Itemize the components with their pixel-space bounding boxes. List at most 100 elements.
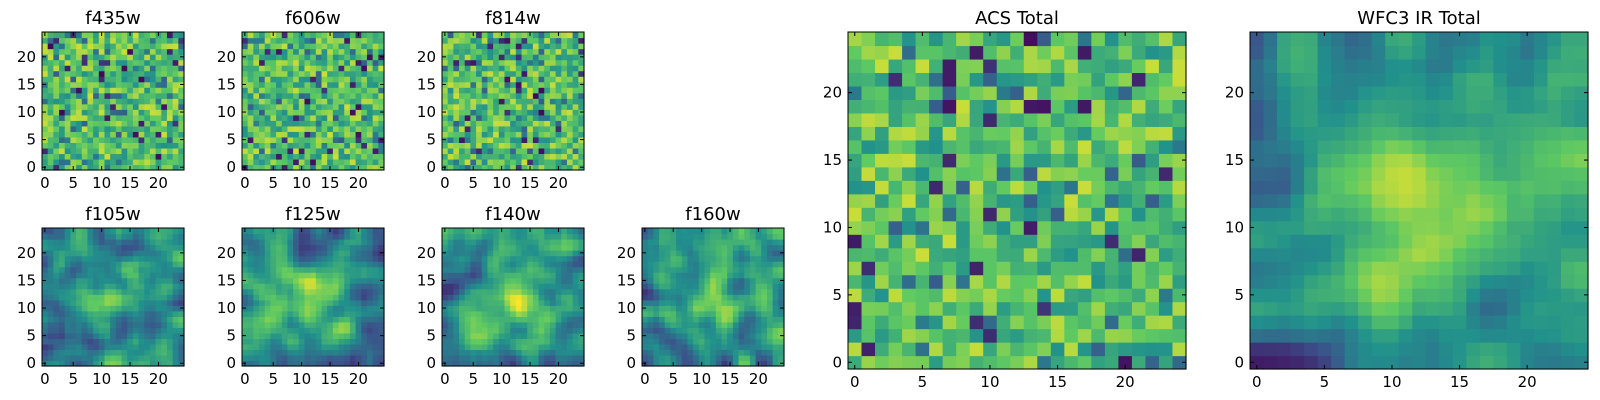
heatmap-cell [521,294,528,301]
heatmap-cell [766,294,774,301]
heatmap-cell [732,244,740,251]
heatmap-cell [470,109,477,116]
heatmap-cell [93,147,100,155]
heatmap-cell [544,349,551,356]
heatmap-cell [178,327,185,334]
heatmap-cell [647,321,654,328]
heatmap-cell [361,244,368,251]
heatmap-cell [532,332,540,339]
heatmap-cell [572,266,579,273]
heatmap-cell [772,228,779,235]
heatmap-cell [578,343,585,351]
heatmap-cell [149,343,157,351]
heatmap-cell [761,277,768,284]
heatmap-cell [772,327,779,334]
heatmap-cell [264,239,271,246]
heatmap-cell [481,327,489,334]
heatmap-cell [538,76,545,83]
heatmap-cell [442,349,449,356]
heatmap-cell [521,283,528,290]
heatmap-cell [721,349,728,356]
heatmap-cell [698,343,706,351]
heatmap-cell [532,233,540,240]
heatmap-cell [555,305,562,312]
heatmap-cell [676,266,683,273]
heatmap-cell [242,261,249,268]
heatmap-cell [453,158,460,166]
heatmap-cell [538,32,545,39]
heatmap-cell [532,76,540,83]
heatmap-cell [304,37,311,44]
heatmap-cell [1064,180,1079,195]
heatmap-cell [544,43,551,50]
y-tick-label: 15 [217,271,236,289]
heatmap-cell [110,327,117,334]
heatmap-cell [64,272,71,279]
axes-frame [241,31,385,171]
heatmap-cell [64,120,71,127]
heatmap-cell [561,277,568,284]
heatmap-cell [732,310,740,317]
heatmap-cell [642,338,649,345]
y-tick-label: 0 [626,354,636,372]
x-tick-label: 0 [240,370,250,388]
heatmap-cell [476,338,483,345]
heatmap-cell [355,343,362,351]
heatmap-cell [555,87,562,94]
heatmap-cell [532,70,540,77]
heatmap-cell [698,283,706,290]
heatmap-cell [929,274,944,289]
heatmap-cell [259,288,266,295]
heatmap-cell [349,103,357,110]
heatmap-cell [561,70,568,77]
heatmap-cell [93,37,100,44]
heatmap-cell [115,65,123,72]
heatmap-cell [538,228,545,235]
heatmap-cell [349,136,357,143]
heatmap-cell [264,299,271,306]
heatmap-cell [983,301,998,316]
heatmap-cell [327,37,334,44]
heatmap-cell [664,338,671,345]
heatmap-cell [276,266,283,273]
heatmap-cell [138,327,145,334]
heatmap-cell [721,294,728,301]
heatmap-cell [81,327,89,334]
heatmap-cell [93,87,100,94]
heatmap-cell [42,153,49,160]
heatmap-cell [532,354,540,362]
heatmap-cell [555,81,562,88]
heatmap-cell [361,142,368,149]
heatmap-cell [315,266,323,273]
heatmap-cell [172,250,179,257]
heatmap-cell [349,87,357,94]
x-tick-label: 10 [92,370,111,388]
heatmap-cell [515,233,523,240]
heatmap-cell [338,48,345,55]
heatmap-cell [561,360,568,367]
heatmap-cell [464,65,471,72]
heatmap-cell [59,343,66,351]
heatmap-cell [996,180,1011,195]
heatmap-cell [321,54,328,61]
heatmap-cell [138,288,145,295]
heatmap-cell [464,153,471,160]
heatmap-cell [355,244,362,251]
heatmap-cell [93,65,100,72]
heatmap-cell [555,261,562,268]
heatmap-cell [527,59,534,66]
heatmap-cell [848,301,863,316]
heatmap-cell [138,338,145,345]
x-tick-label: 20 [149,370,168,388]
heatmap-cell [704,294,711,301]
heatmap-cell [572,147,579,155]
heatmap-cell [693,338,700,345]
heatmap-cell [1023,301,1038,316]
heatmap-cell [110,158,117,166]
heatmap-cell [166,48,174,55]
heatmap-cell [47,288,54,295]
heatmap-cell [149,92,157,99]
heatmap-cell [253,228,260,235]
heatmap-cell [527,109,534,116]
heatmap-cell [361,114,368,121]
